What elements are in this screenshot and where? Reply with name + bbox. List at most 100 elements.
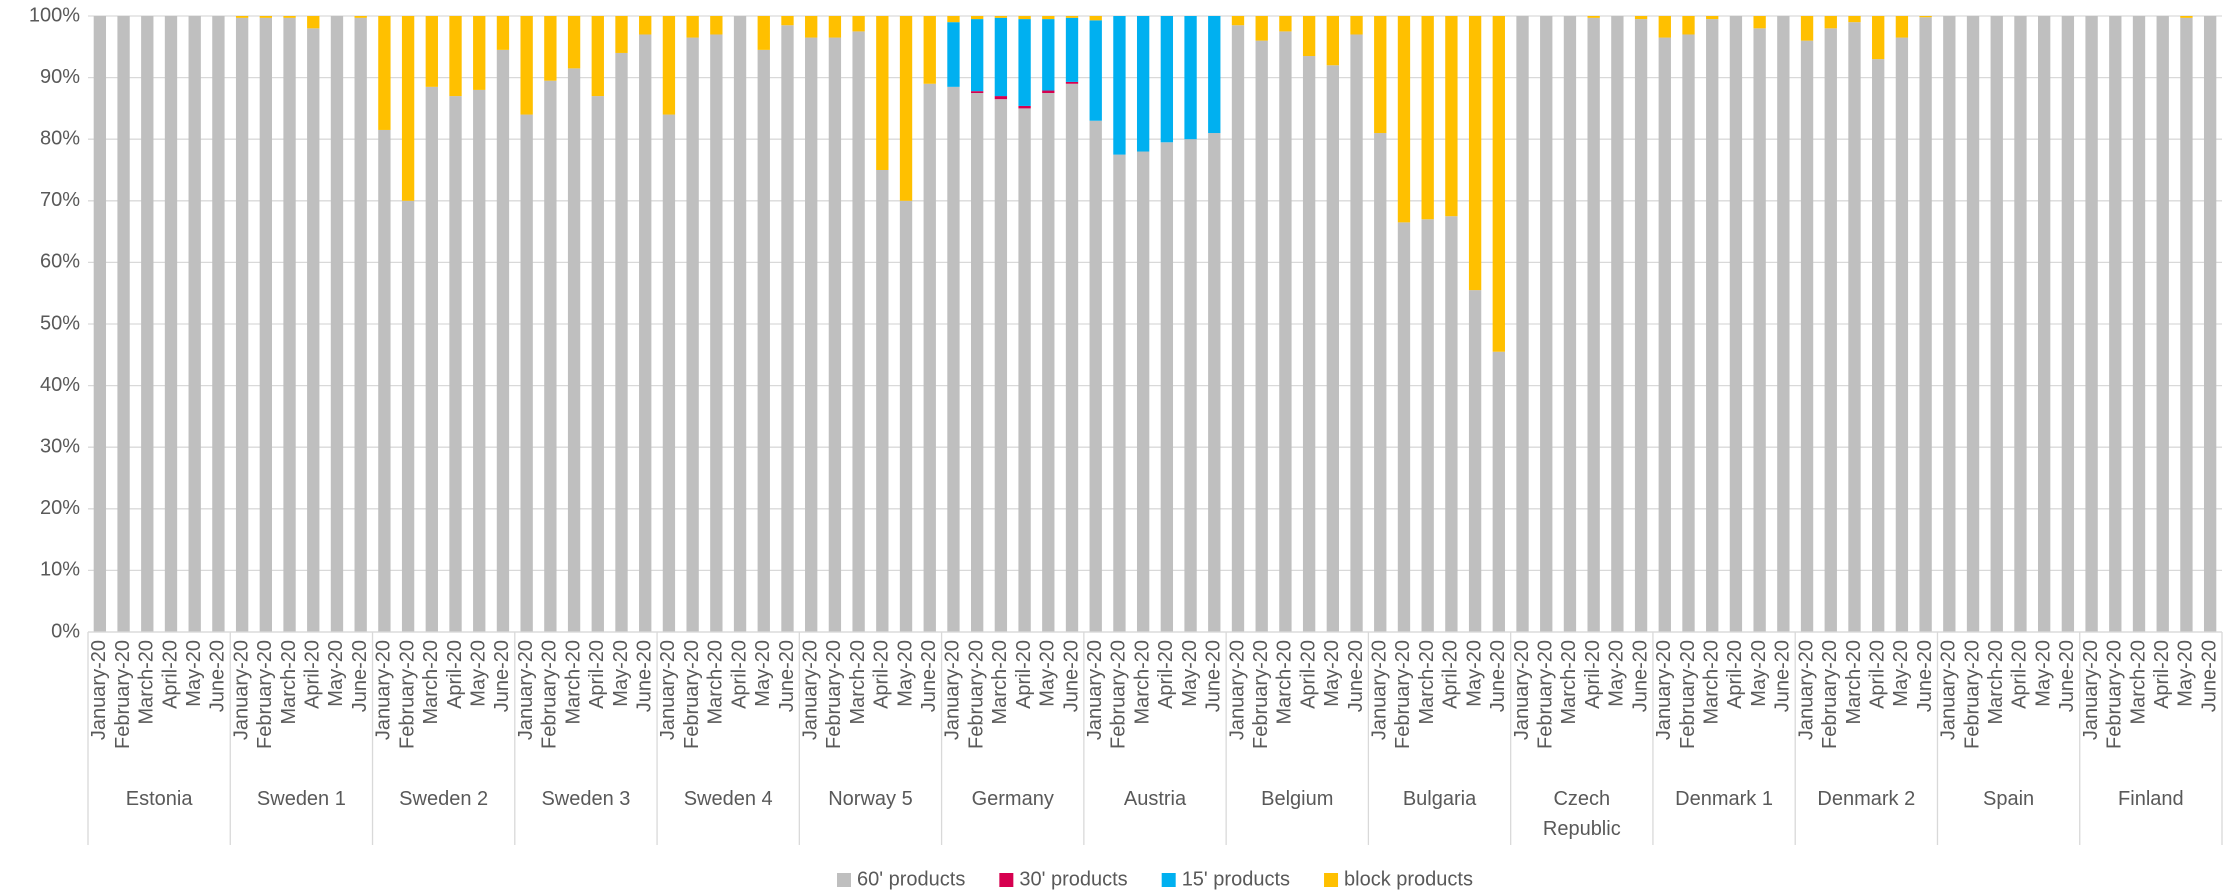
bar-segment	[1777, 16, 1790, 632]
x-tick-label: March-20	[1700, 640, 1722, 724]
bar-segment	[1136, 151, 1150, 632]
group-label-box: Bulgaria	[1403, 788, 1476, 810]
bar-segment	[235, 17, 249, 632]
bar-segment	[1042, 16, 1055, 20]
x-tick-label: April-20	[586, 640, 608, 709]
x-tick-label: January-20	[515, 640, 537, 740]
x-tick-label: June-20	[491, 640, 513, 712]
x-tick-label: March-20	[989, 640, 1011, 724]
group-label: Denmark 2	[1817, 788, 1916, 810]
bar-segment	[1824, 28, 1837, 632]
bar-segment	[2061, 16, 2075, 632]
x-tick-label: February-20	[1961, 640, 1983, 749]
bar-segment	[2180, 16, 2193, 18]
x-tick-label: June-20	[1772, 640, 1794, 712]
bar-segment	[662, 16, 676, 115]
x-tick-label: June-20	[1629, 640, 1651, 712]
bar-segment	[1042, 19, 1055, 91]
bar-segment	[1611, 16, 1624, 632]
x-tick-label: February-20	[1677, 640, 1699, 749]
bar-segment	[1634, 19, 1648, 632]
bar-segment	[1634, 16, 1648, 20]
legend-label: 30' products	[1019, 868, 1127, 890]
x-tick-label: June-20	[207, 640, 229, 712]
x-tick-label: May-20	[1463, 640, 1485, 707]
bar-segment	[1089, 20, 1102, 121]
x-tick-label: March-20	[1558, 640, 1580, 724]
x-tick-label: June-20	[918, 640, 940, 712]
legend-label: block products	[1344, 868, 1473, 890]
x-tick-label: January-20	[657, 640, 679, 740]
x-tick-label: March-20	[1985, 640, 2007, 724]
bar-segment	[449, 16, 462, 97]
x-tick-label: April-20	[2151, 640, 2173, 709]
x-tick-label: March-20	[136, 640, 158, 724]
group-label: Estonia	[125, 788, 193, 810]
bar-segment	[1184, 139, 1197, 632]
x-tick-label: January-20	[2080, 640, 2102, 740]
bar-segment	[1089, 16, 1102, 21]
x-tick-label: April-20	[1013, 640, 1035, 709]
legend: 60' products 30' products 15' products bloc…	[837, 868, 1473, 890]
x-tick-label: April-20	[1866, 640, 1888, 709]
bar-segment	[1587, 16, 1600, 18]
bar-segment	[330, 16, 344, 632]
bar-segment	[852, 16, 865, 32]
x-tick-label: January-20	[230, 640, 252, 740]
x-tick-label: March-20	[1843, 640, 1865, 724]
group-label: Belgium	[1261, 788, 1334, 810]
y-tick-label: 50%	[40, 312, 80, 334]
bar-segment	[1468, 16, 1482, 291]
bar-segment	[1492, 16, 1505, 352]
x-tick-label: May-20	[1890, 640, 1912, 707]
bar-segment	[971, 16, 984, 20]
bar-segment	[994, 99, 1008, 632]
bar-segment	[1255, 16, 1268, 41]
bar-segment	[710, 16, 723, 35]
y-tick-label: 30%	[40, 435, 80, 457]
bar-segment	[1113, 16, 1126, 155]
x-tick-label: January-20	[1653, 640, 1675, 740]
bar-segment	[1374, 16, 1387, 134]
bar-segment	[1895, 16, 1909, 38]
x-tick-label: February-20	[1535, 640, 1557, 749]
x-tick-label: February-20	[396, 640, 418, 749]
x-tick-label: January-20	[942, 640, 964, 740]
group-label-box: Denmark 2	[1817, 788, 1916, 810]
legend-swatch	[1324, 873, 1339, 887]
group-label: Norway 5	[828, 788, 913, 810]
x-tick-label: February-20	[112, 640, 134, 749]
bar-segment	[1018, 16, 1031, 20]
group-label-box: Czech Republic	[1543, 788, 1621, 840]
x-tick-label: January-20	[1938, 640, 1960, 740]
bar-segment	[1919, 17, 1932, 633]
bar-segment	[117, 16, 130, 632]
bar-segment	[971, 93, 984, 632]
group-label-box: Norway 5	[828, 788, 913, 810]
bar-segment	[733, 16, 747, 632]
group-label-box: Sweden 2	[399, 788, 488, 810]
bar-segment	[1800, 16, 1814, 41]
x-tick-label: May-20	[610, 640, 632, 707]
x-tick-label: February-20	[1108, 640, 1130, 749]
bar-segment	[686, 37, 699, 633]
bar-segment	[1563, 16, 1577, 632]
bar-segment	[1160, 16, 1174, 143]
x-tick-label: April-20	[444, 640, 466, 709]
bar-segment	[2014, 16, 2027, 632]
bar-segment	[1753, 28, 1766, 632]
bar-segment	[1540, 16, 1553, 632]
x-tick-label: June-20	[1345, 640, 1367, 712]
bar-segment	[1231, 25, 1245, 633]
bar-segment	[2180, 17, 2193, 632]
y-tick-label: 40%	[40, 374, 80, 396]
bar-segment	[781, 25, 794, 633]
bar-segment	[1682, 16, 1695, 35]
bar-segment	[994, 96, 1008, 100]
bar-segment	[425, 16, 438, 87]
bar-segment	[1468, 290, 1482, 632]
bar-segment	[520, 16, 533, 115]
bar-segment	[1279, 31, 1292, 632]
x-tick-label: May-20	[1606, 640, 1628, 707]
x-tick-label: April-20	[728, 640, 750, 709]
